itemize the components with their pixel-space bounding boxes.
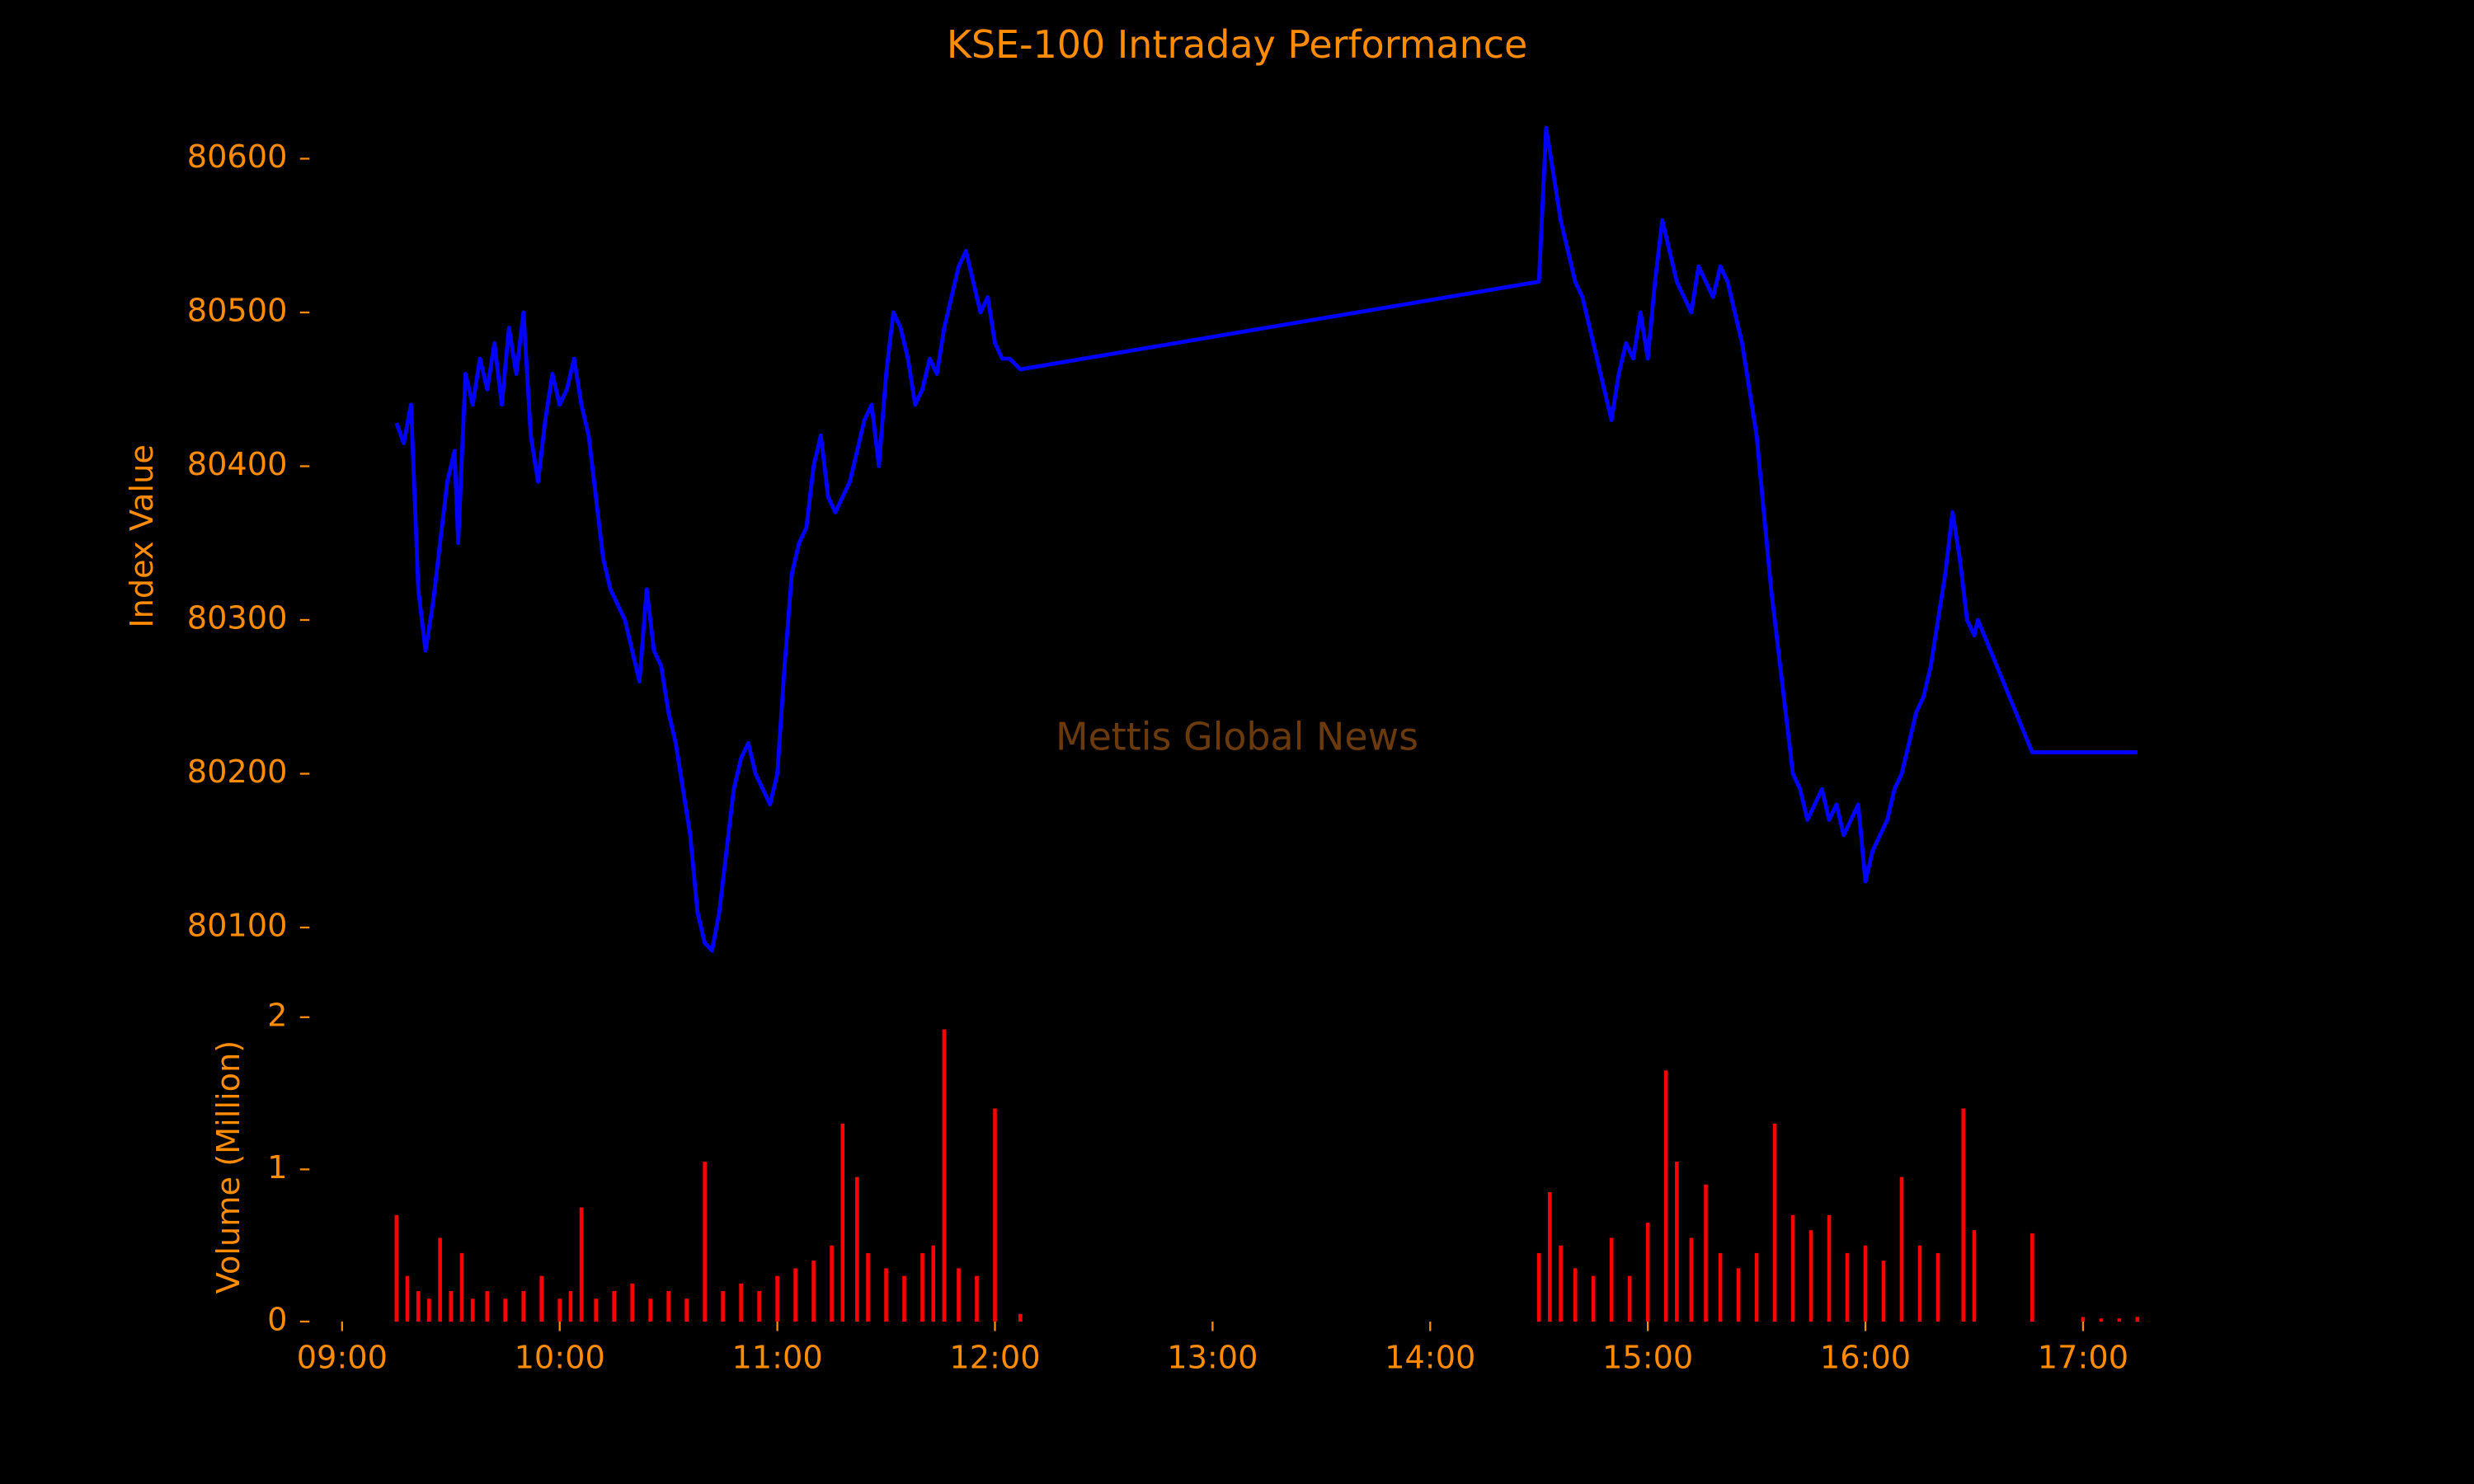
volume-bar	[2030, 1233, 2034, 1322]
volume-bar	[830, 1245, 834, 1322]
y-tick-label: 80300	[187, 599, 288, 636]
y-tick-label: 80400	[187, 446, 288, 483]
x-tick-label: 11:00	[731, 1339, 822, 1376]
y-tick-label: 80600	[187, 139, 288, 176]
volume-bar	[775, 1275, 779, 1322]
volume-bar	[2081, 1317, 2086, 1322]
volume-bar	[1689, 1237, 1694, 1322]
volume-bar	[721, 1291, 725, 1322]
y-tick-label: 80100	[187, 908, 288, 945]
x-tick-label: 13:00	[1167, 1339, 1258, 1376]
volume-bar	[703, 1162, 707, 1322]
volume-bar	[1972, 1230, 1977, 1322]
x-tick-label: 16:00	[1820, 1339, 1911, 1376]
x-tick-label: 15:00	[1602, 1339, 1693, 1376]
x-tick-label: 17:00	[2038, 1339, 2128, 1376]
volume-bar	[503, 1298, 508, 1322]
y-tick-label: 80200	[187, 754, 288, 791]
volume-bar	[1548, 1192, 1552, 1322]
volume-bar	[416, 1291, 421, 1322]
volume-bar	[957, 1268, 961, 1322]
volume-bar	[630, 1283, 634, 1322]
y-tick-label: 2	[267, 997, 287, 1034]
volume-bar	[684, 1298, 689, 1322]
volume-bar	[811, 1261, 816, 1322]
volume-bar	[1917, 1245, 1922, 1322]
volume-bar	[1536, 1252, 1541, 1322]
volume-bar	[1718, 1252, 1723, 1322]
volume-bar	[427, 1298, 431, 1322]
volume-bar	[993, 1108, 997, 1322]
volume-bar	[2135, 1317, 2140, 1322]
volume-bar	[739, 1283, 743, 1322]
volume-bar	[931, 1245, 936, 1322]
volume-bar	[648, 1298, 652, 1322]
volume-bar	[1609, 1237, 1614, 1322]
volume-bar	[840, 1124, 845, 1322]
volume-bar	[884, 1268, 888, 1322]
volume-bar	[539, 1275, 544, 1322]
volume-bar	[942, 1029, 947, 1322]
x-tick-label: 09:00	[297, 1339, 388, 1376]
volume-bar	[594, 1298, 598, 1322]
volume-bar	[459, 1252, 464, 1322]
volume-bar	[1736, 1268, 1741, 1322]
volume-bar	[1754, 1252, 1759, 1322]
volume-bar	[757, 1291, 761, 1322]
x-tick-label: 10:00	[515, 1339, 605, 1376]
y-tick-label: 1	[267, 1149, 287, 1186]
volume-bar	[1772, 1124, 1777, 1322]
y-tick-label: 80500	[187, 292, 288, 329]
volume-bar	[666, 1291, 670, 1322]
volume-bar	[1704, 1184, 1708, 1322]
volume-bar	[1663, 1070, 1668, 1322]
x-tick-label: 14:00	[1385, 1339, 1475, 1376]
volume-bar	[568, 1291, 573, 1322]
volume-bar	[394, 1214, 399, 1322]
volume-bar	[1559, 1245, 1563, 1322]
volume-bar	[1935, 1252, 1940, 1322]
volume-bar	[855, 1176, 859, 1322]
volume-bar	[557, 1298, 562, 1322]
volume-bar	[793, 1268, 797, 1322]
volume-bar	[485, 1291, 490, 1322]
volume-bar	[1018, 1313, 1023, 1322]
y-tick-label: 0	[267, 1301, 287, 1338]
volume-bar	[1961, 1108, 1966, 1322]
volume-bar	[920, 1252, 924, 1322]
volume-bar	[521, 1291, 526, 1322]
volume-bar	[975, 1275, 979, 1322]
volume-bar	[449, 1291, 454, 1322]
volume-bar	[1790, 1214, 1795, 1322]
index-line	[394, 125, 2138, 953]
volume-bar	[1675, 1162, 1679, 1322]
x-tick-label: 12:00	[949, 1339, 1040, 1376]
volume-bar	[1845, 1252, 1850, 1322]
volume-bar	[902, 1275, 906, 1322]
volume-bar	[1573, 1268, 1578, 1322]
volume-bar	[405, 1275, 410, 1322]
volume-bar	[1827, 1214, 1832, 1322]
volume-bar	[1899, 1176, 1904, 1322]
volume-bar	[612, 1291, 616, 1322]
chart-title: KSE-100 Intraday Performance	[947, 22, 1527, 67]
volume-bar	[2117, 1318, 2122, 1322]
volume-bar	[1591, 1275, 1596, 1322]
volume-bar	[1627, 1275, 1632, 1322]
volume-bar	[470, 1298, 475, 1322]
volume-bar	[1863, 1245, 1868, 1322]
volume-bar	[866, 1252, 870, 1322]
volume-bar	[1881, 1261, 1886, 1322]
watermark: Mettis Global News	[1056, 715, 1418, 759]
volume-bar	[1808, 1230, 1813, 1322]
y-axis-label: Volume (Million)	[210, 1040, 247, 1294]
volume-bar	[2099, 1318, 2104, 1322]
volume-bar	[579, 1207, 584, 1322]
volume-bar	[438, 1237, 442, 1322]
volume-bar	[1645, 1222, 1650, 1322]
y-axis-label: Index Value	[124, 444, 161, 628]
